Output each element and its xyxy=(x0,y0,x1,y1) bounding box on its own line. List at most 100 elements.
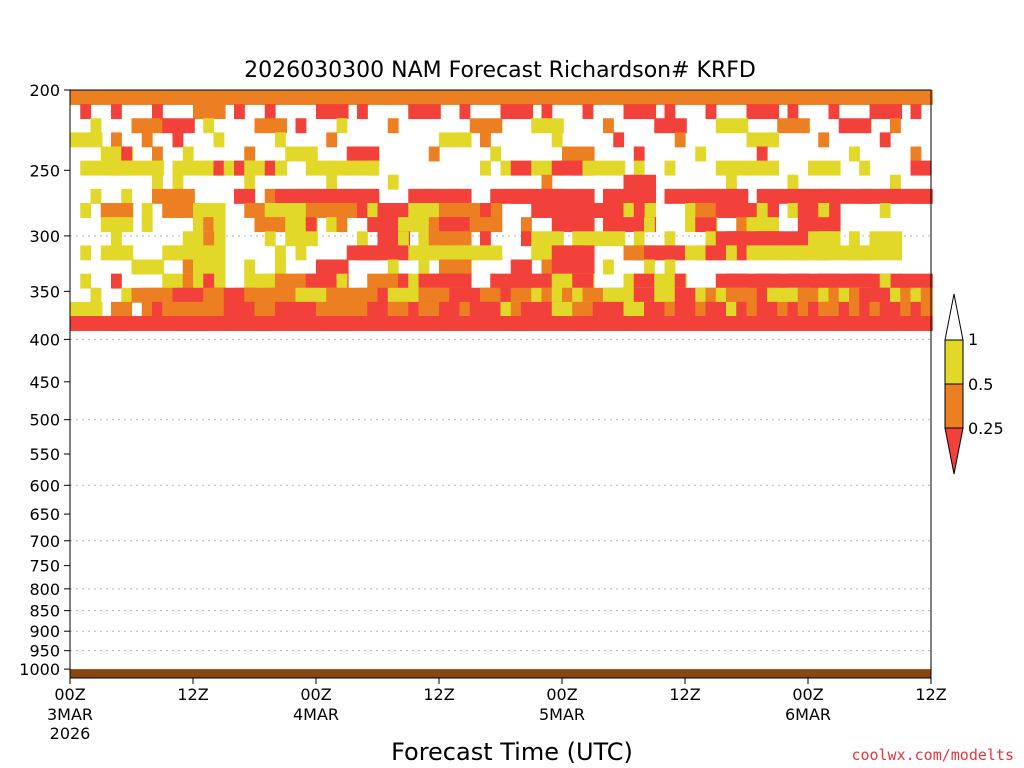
ri-cell xyxy=(387,301,399,317)
ri-cell xyxy=(746,90,780,105)
ri-cell xyxy=(172,245,184,261)
ri-cell xyxy=(756,188,768,204)
ri-cell xyxy=(141,301,153,317)
ri-cell xyxy=(551,245,563,261)
ri-cell xyxy=(664,104,676,120)
ri-cell xyxy=(695,146,707,162)
ri-cell xyxy=(357,316,368,331)
ri-cell xyxy=(633,146,645,162)
ri-cell xyxy=(664,188,676,204)
ri-cell xyxy=(736,301,748,317)
ri-cell xyxy=(603,118,614,134)
ri-cell xyxy=(121,146,133,162)
ri-cell xyxy=(367,301,379,317)
ri-cell xyxy=(603,188,614,204)
ri-cell xyxy=(162,90,195,105)
ri-cell xyxy=(275,245,286,261)
ri-cell xyxy=(398,273,409,289)
ri-cell xyxy=(746,160,780,176)
ri-cell xyxy=(203,160,215,176)
ri-cell xyxy=(234,316,245,331)
ri-cell xyxy=(80,316,92,331)
ri-cell xyxy=(818,231,830,247)
y-tick-label: 900 xyxy=(29,622,60,641)
ri-cell xyxy=(551,259,563,275)
ri-cell xyxy=(285,231,318,247)
y-tick-label: 950 xyxy=(29,642,60,661)
ri-cell xyxy=(367,203,379,218)
y-tick-label: 700 xyxy=(29,532,60,551)
ri-cell xyxy=(633,245,645,261)
ri-cell xyxy=(695,301,707,317)
ri-cell xyxy=(203,273,215,289)
ri-cell xyxy=(541,174,553,190)
ri-cell xyxy=(152,301,163,317)
ri-cell xyxy=(449,287,461,303)
ri-cell xyxy=(244,287,256,303)
ri-cell xyxy=(336,287,348,303)
ri-cell xyxy=(603,217,614,233)
ri-cell xyxy=(572,316,584,331)
ri-cell xyxy=(285,90,318,105)
ri-cell xyxy=(264,316,276,331)
ri-cell xyxy=(336,203,348,218)
ri-cell xyxy=(172,160,184,176)
ri-cell xyxy=(121,160,133,176)
x-tick-label: 12Z xyxy=(423,685,454,704)
ri-cell xyxy=(695,287,707,303)
ri-cell xyxy=(428,146,440,162)
ri-cell xyxy=(900,90,933,105)
ri-cell xyxy=(223,90,257,105)
ri-cell xyxy=(551,203,563,218)
ri-cell xyxy=(172,132,184,148)
ri-cell xyxy=(521,287,532,303)
ri-cell xyxy=(152,174,163,190)
credit-text: coolwx.com/modelts xyxy=(851,746,1014,764)
ri-cell xyxy=(797,245,809,261)
ri-cell xyxy=(111,203,122,218)
ri-cell xyxy=(664,231,676,247)
ri-cell xyxy=(152,188,163,204)
ri-cell xyxy=(818,245,830,261)
ri-cell xyxy=(787,273,799,289)
ri-cell xyxy=(726,245,737,261)
ri-cell xyxy=(664,287,676,303)
ri-cell xyxy=(111,301,122,317)
ri-cell xyxy=(879,188,891,204)
ri-cell xyxy=(521,316,532,331)
x-tick-label: 12Z xyxy=(177,685,208,704)
ri-cell xyxy=(275,287,286,303)
ri-cell xyxy=(439,90,472,105)
ri-cell xyxy=(736,203,748,218)
ri-cell xyxy=(859,245,871,261)
ri-cell xyxy=(582,104,594,120)
ri-cell xyxy=(879,287,891,303)
ri-cell xyxy=(664,301,676,317)
ri-cell xyxy=(203,217,215,233)
ri-cell xyxy=(418,259,430,275)
ri-cell xyxy=(213,316,225,331)
ri-cell xyxy=(726,188,737,204)
ri-cell xyxy=(346,90,380,105)
ri-cell xyxy=(644,287,655,303)
ri-cell xyxy=(613,316,625,331)
ri-cell xyxy=(592,231,626,247)
ri-cell xyxy=(715,90,749,105)
ri-cell xyxy=(787,301,799,317)
ri-cell xyxy=(367,316,379,331)
y-tick-label: 1000 xyxy=(19,660,60,679)
ri-cell xyxy=(336,118,348,134)
ri-cell xyxy=(398,301,409,317)
ri-cell xyxy=(767,301,778,317)
ri-cell xyxy=(777,118,810,134)
ri-cell xyxy=(152,146,163,162)
ri-cell xyxy=(756,231,768,247)
ri-cell xyxy=(182,273,194,289)
ri-cell xyxy=(387,203,399,218)
ri-cell xyxy=(623,104,657,120)
ri-cell xyxy=(521,160,532,176)
ri-cell xyxy=(818,301,830,317)
ri-cell xyxy=(469,245,503,261)
ri-cell xyxy=(357,104,368,120)
ri-cell xyxy=(428,231,440,247)
